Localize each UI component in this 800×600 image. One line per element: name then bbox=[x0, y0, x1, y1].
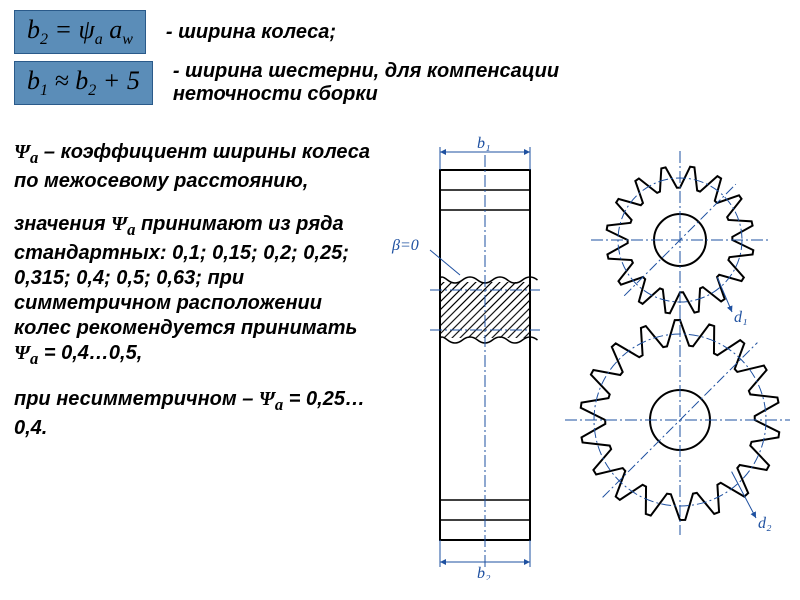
main-text: Ψa – коэффициент ширины колеса по межосе… bbox=[14, 140, 374, 459]
formula-2-desc: - ширина шестерни, для компенсации неточ… bbox=[173, 60, 559, 106]
svg-text:β=0: β=0 bbox=[391, 237, 419, 254]
svg-text:d₂: d₂ bbox=[758, 515, 772, 532]
paragraph-2: значения Ψa принимают из ряда стандартны… bbox=[14, 212, 374, 370]
formula-2-desc-line1: - ширина шестерни, для компенсации bbox=[173, 60, 559, 83]
formula-2: b1 ≈ b2 + 5 bbox=[14, 61, 153, 105]
formula-row-1: b2 = ψa aw - ширина колеса; bbox=[14, 10, 786, 54]
formula-block: b2 = ψa aw - ширина колеса; b1 ≈ b2 + 5 … bbox=[0, 0, 800, 106]
gear-diagram: β=0 b₁ b₂ d₁ d₂ bbox=[380, 130, 790, 580]
formula-1-desc: - ширина колеса; bbox=[166, 21, 336, 44]
formula-1: b2 = ψa aw bbox=[14, 10, 146, 54]
formula-2-desc-line2: неточности сборки bbox=[173, 83, 559, 106]
svg-text:d₁: d₁ bbox=[734, 309, 748, 326]
paragraph-1: Ψa – коэффициент ширины колеса по межосе… bbox=[14, 140, 374, 194]
svg-text:b₂: b₂ bbox=[477, 565, 491, 580]
paragraph-3: при несимметричном – Ψa = 0,25…0,4. bbox=[14, 387, 374, 441]
svg-text:b₁: b₁ bbox=[477, 135, 491, 152]
formula-row-2: b1 ≈ b2 + 5 - ширина шестерни, для компе… bbox=[14, 60, 786, 106]
